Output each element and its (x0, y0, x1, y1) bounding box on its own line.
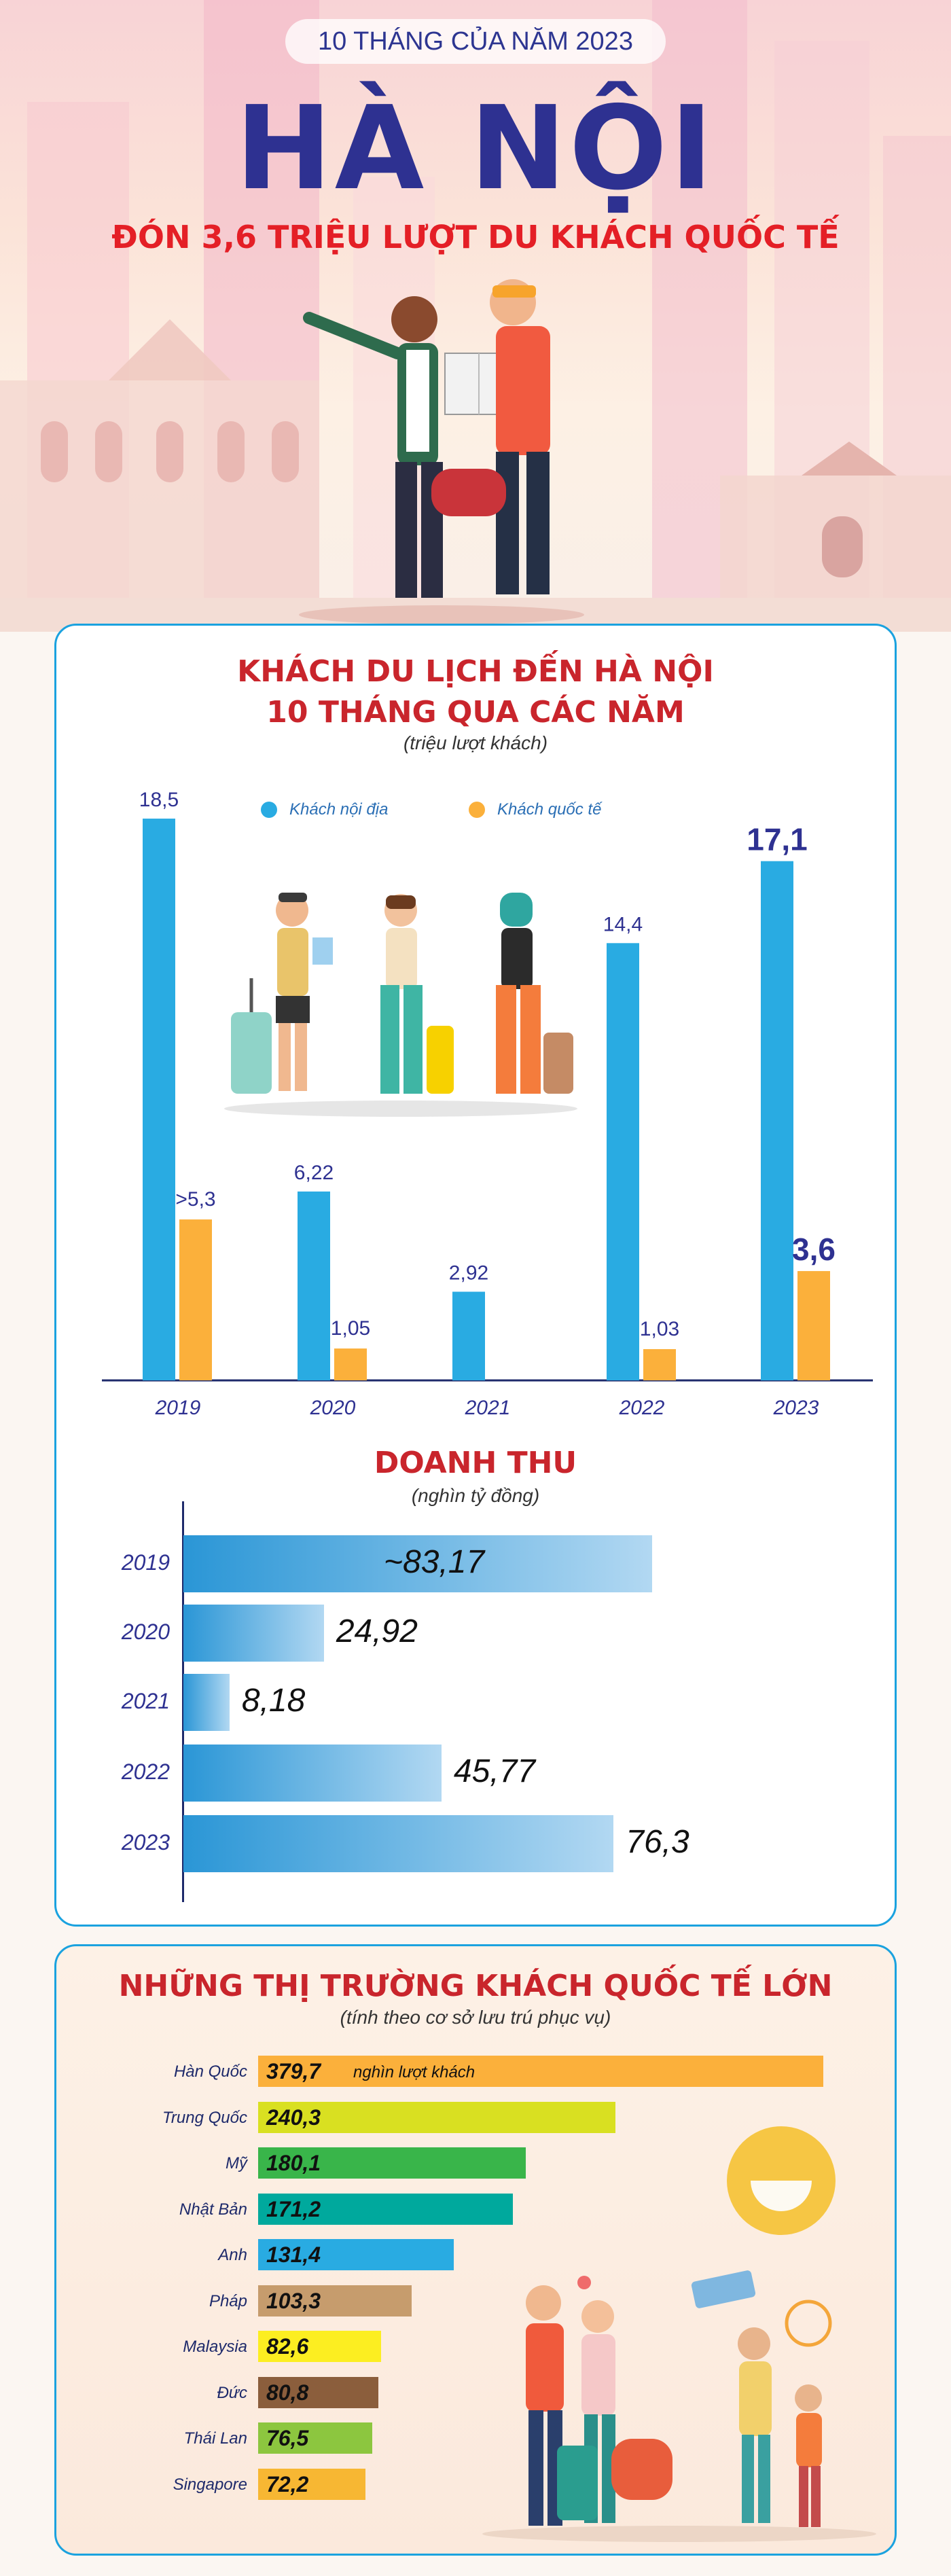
market-name-5: Pháp (209, 2291, 247, 2310)
markets-panel (54, 1944, 897, 2556)
market-bar-0 (258, 2056, 823, 2087)
page-title: HÀ NỘI (235, 82, 716, 216)
label-international-2020: 1,05 (331, 1317, 370, 1340)
x-tick-2022: 2022 (619, 1397, 665, 1419)
visitors-unit: (triệu lượt khách) (403, 732, 548, 753)
page-subtitle: ĐÓN 3,6 TRIỆU LƯỢT DU KHÁCH QUỐC TẾ (111, 219, 840, 255)
revenue-bar-2019 (183, 1535, 653, 1592)
market-name-7: Đức (217, 2383, 247, 2402)
label-domestic-2020: 6,22 (294, 1162, 334, 1184)
label-domestic-2021: 2,92 (449, 1262, 488, 1284)
bar-domestic-2021 (452, 1291, 485, 1380)
bar-domestic-2022 (607, 943, 639, 1380)
market-bar-1 (258, 2101, 616, 2133)
header-banner: 10 THÁNG CỦA NĂM 2023 HÀ NỘI ĐÓN 3,6 TRI… (0, 0, 951, 632)
label-domestic-2019: 18,5 (139, 789, 179, 811)
bar-domestic-2019 (143, 819, 175, 1380)
label-international-2023: 3,6 (792, 1232, 836, 1267)
market-name-3: Nhật Bản (179, 2200, 247, 2219)
revenue-value-2021: 8,18 (241, 1683, 306, 1719)
revenue-bar-2022 (183, 1745, 442, 1802)
header-kicker: 10 THÁNG CỦA NĂM 2023 (285, 19, 666, 64)
market-value-8: 76,5 (266, 2426, 309, 2450)
bar-domestic-2023 (761, 861, 793, 1380)
bar-domestic-2020 (298, 1191, 330, 1380)
visitors-title-line2: 10 THÁNG QUA CÁC NĂM (266, 695, 685, 730)
market-name-9: Singapore (173, 2475, 247, 2494)
family-travel-illustration (482, 2126, 876, 2542)
legend-domestic: Khách nội địa (261, 800, 388, 819)
market-value-6: 82,6 (266, 2334, 309, 2359)
x-tick-2023: 2023 (773, 1397, 819, 1419)
market-value-0: 379,7 (266, 2059, 321, 2083)
market-value-1: 240,3 (266, 2105, 321, 2130)
revenue-year-2021: 2021 (121, 1689, 170, 1713)
revenue-axis (182, 1501, 184, 1902)
market-name-8: Thái Lan (183, 2429, 247, 2448)
market-bar-2 (258, 2147, 526, 2179)
market-bar-5 (258, 2285, 412, 2316)
label-domestic-2022: 14,4 (603, 913, 643, 935)
markets-title: NHỮNG THỊ TRƯỜNG KHÁCH QUỐC TẾ LỚN (118, 1969, 833, 2003)
revenue-year-2020: 2020 (121, 1620, 170, 1644)
market-bar-9 (258, 2468, 366, 2500)
bar-international-2019 (179, 1219, 212, 1380)
market-name-1: Trung Quốc (162, 2108, 247, 2127)
revenue-value-2022: 45,77 (453, 1753, 536, 1789)
market-bar-8 (258, 2422, 372, 2454)
legend-international: Khách quốc tế (469, 800, 601, 819)
travellers-illustration (224, 893, 577, 1117)
legend-international-swatch (469, 802, 485, 818)
bar-international-2020 (334, 1348, 367, 1380)
revenue-value-2019: ~83,17 (384, 1544, 485, 1580)
market-bar-6 (258, 2331, 381, 2362)
markets-note: (tính theo cơ sở lưu trú phục vụ) (340, 2007, 611, 2028)
revenue-bar-2023 (183, 1815, 614, 1872)
revenue-bar-2020 (183, 1605, 324, 1662)
market-bar-4 (258, 2239, 454, 2270)
market-value-9: 72,2 (266, 2471, 309, 2497)
x-tick-2019: 2019 (155, 1397, 201, 1419)
market-value-7: 80,8 (266, 2380, 309, 2405)
revenue-bar-2021 (183, 1674, 230, 1731)
market-bar-3 (258, 2193, 513, 2225)
market-value-4: 131,4 (266, 2242, 321, 2267)
x-tick-2020: 2020 (310, 1397, 356, 1419)
market-unit: nghìn lượt khách (353, 2063, 476, 2081)
market-name-6: Malaysia (183, 2338, 247, 2356)
x-tick-2021: 2021 (465, 1397, 511, 1419)
bar-international-2023 (797, 1271, 830, 1380)
revenue-year-2019: 2019 (121, 1550, 170, 1575)
market-name-0: Hàn Quốc (173, 2062, 247, 2081)
visitors-title-line1: KHÁCH DU LỊCH ĐẾN HÀ NỘI (237, 654, 714, 689)
revenue-value-2023: 76,3 (626, 1824, 689, 1860)
market-name-4: Anh (218, 2246, 247, 2264)
revenue-title: DOANH THU (374, 1446, 577, 1480)
revenue-year-2023: 2023 (121, 1830, 170, 1855)
revenue-unit: (nghìn tỷ đồng) (411, 1485, 540, 1506)
market-bar-7 (258, 2376, 378, 2408)
label-international-2022: 1,03 (640, 1318, 679, 1340)
city-skyline-illustration (0, 0, 951, 632)
label-domestic-2023: 17,1 (747, 822, 808, 857)
legend-domestic-label: Khách nội địa (289, 800, 389, 819)
revenue-value-2020: 24,92 (336, 1613, 418, 1649)
revenue-year-2022: 2022 (121, 1759, 170, 1784)
market-value-5: 103,3 (266, 2288, 321, 2313)
label-international-2019: >5,3 (175, 1188, 215, 1211)
bar-international-2022 (643, 1348, 676, 1380)
legend-domestic-swatch (261, 802, 277, 818)
market-value-3: 171,2 (266, 2196, 321, 2221)
legend-international-label: Khách quốc tế (497, 800, 602, 819)
market-value-2: 180,1 (266, 2151, 321, 2175)
market-name-2: Mỹ (226, 2154, 247, 2172)
visitors-column-chart: 18,5 >5,3 2019 6,22 1,05 2020 2,92 2021 14,4 1,03… (102, 789, 873, 1419)
